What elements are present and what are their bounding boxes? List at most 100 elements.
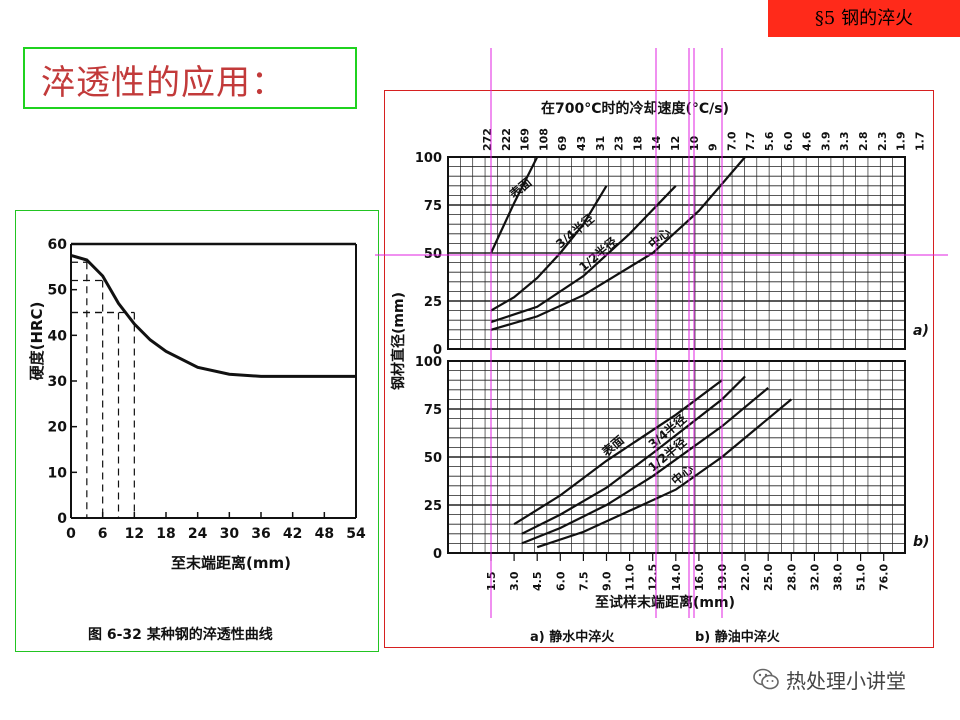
x-axis-label: 至末端距离(mm)	[171, 554, 291, 572]
bottom-tick-label: 3.0	[508, 571, 521, 591]
top-tick-label: 222	[500, 128, 513, 151]
x-tick-label: 0	[66, 526, 76, 542]
bottom-tick-label: 7.5	[577, 572, 590, 592]
y-tick-label: 75	[424, 199, 442, 214]
hardenability-chart: 0 6 12 18 24 30 36 42 48 54 0 10 20 30 40 50 60 至末端距离(mm…	[28, 237, 366, 643]
top-tick-label: 31	[594, 136, 607, 151]
panel-a-tag: a)	[913, 323, 929, 339]
y-tick-label: 60	[48, 237, 68, 253]
y-tick-label: 0	[433, 343, 442, 358]
top-axis-ticks: 272 222 169 108 69 43 31 23 18 14 12 10 9 7.0 7.7 5.6 6.…	[481, 128, 926, 151]
bottom-tick-label: 11.0	[624, 564, 637, 591]
x-tick-label: 6	[98, 526, 108, 542]
bottom-tick-label: 28.0	[785, 564, 798, 591]
curve-label-half: 1/2半径	[576, 234, 620, 274]
panel-b-tag: b)	[913, 534, 929, 550]
curve-three_quarter	[490, 185, 608, 312]
y-tick-label: 40	[48, 328, 68, 344]
y-tick-label: 30	[48, 374, 68, 390]
top-tick-label: 10	[688, 135, 701, 151]
curve-three_quarter	[521, 375, 746, 535]
y-tick-label: 75	[424, 403, 442, 418]
curve-surface	[513, 379, 723, 526]
watermark: 热处理小讲堂	[752, 665, 906, 693]
top-tick-label: 7.7	[744, 132, 757, 152]
diameter-chart-figure: 在700°C时的冷却速度(°C/s) 272 222 169 108 69 43 31 23 1…	[384, 90, 934, 648]
x-tick-label: 54	[346, 526, 366, 542]
top-tick-label: 12	[669, 136, 682, 151]
top-tick-label: 4.6	[801, 131, 814, 151]
curve-surface	[490, 156, 539, 254]
y-tick-label: 50	[424, 247, 442, 262]
bottom-tick-label: 76.0	[878, 564, 891, 591]
top-tick-label: 2.8	[857, 132, 870, 152]
y-tick-label: 50	[424, 451, 442, 466]
y-tick-label: 50	[48, 283, 68, 299]
tick-labels: 0 6 12 18 24 30 36 42 48 54 0 10 20 30 40 50 60	[48, 237, 366, 542]
bottom-tick-label: 25.0	[762, 564, 775, 591]
slide-title: 淬透性的应用：	[41, 63, 286, 103]
x-tick-label: 42	[283, 526, 302, 542]
top-tick-label: 2.3	[876, 132, 889, 152]
figure-caption: 图 6-32 某种钢的淬透性曲线	[88, 626, 273, 643]
panel-b-grid	[447, 360, 906, 554]
top-tick-label: 9	[707, 143, 720, 151]
diameter-chart: 在700°C时的冷却速度(°C/s) 272 222 169 108 69 43 31 23 1…	[390, 100, 929, 645]
bottom-tick-label: 51.0	[855, 564, 868, 591]
bottom-tick-label: 1.5	[485, 572, 498, 592]
panel-a-frame	[447, 156, 906, 350]
top-tick-label: 43	[575, 136, 588, 151]
section-tag: §5 钢的淬火	[768, 0, 960, 37]
bottom-tick-label: 12.5	[647, 564, 660, 591]
top-tick-label: 1.7	[913, 132, 926, 152]
hardenability-figure: 0 6 12 18 24 30 36 42 48 54 0 10 20 30 40 50 60 至末端距离(mm…	[15, 210, 379, 652]
top-tick-label: 14	[650, 135, 663, 151]
y-tick-label: 25	[424, 295, 442, 310]
top-tick-label: 23	[613, 136, 626, 151]
bottom-tick-label: 19.0	[716, 564, 729, 591]
top-tick-label: 169	[519, 128, 532, 151]
curve-half	[490, 185, 677, 324]
hardness-curve	[70, 253, 356, 378]
bottom-tick-label: 6.0	[554, 571, 567, 591]
caption-oil-quench: b) 静油中淬火	[695, 629, 781, 645]
curve-center	[490, 156, 746, 331]
top-tick-label: 1.9	[895, 132, 908, 152]
top-tick-label: 3.9	[819, 132, 832, 152]
wechat-icon	[753, 668, 779, 690]
x-tick-label: 30	[220, 526, 240, 542]
bottom-axis-title: 至试样末端距离(mm)	[595, 594, 735, 611]
top-axis-title: 在700°C时的冷却速度(°C/s)	[541, 100, 729, 117]
x-tick-label: 36	[251, 526, 270, 542]
curve-label-center: 中心	[668, 461, 696, 488]
top-tick-label: 272	[481, 128, 494, 151]
y-axis-label: 钢材直径(mm)	[390, 292, 407, 390]
bottom-tick-label: 32.0	[808, 564, 821, 591]
title-box: 淬透性的应用：	[23, 47, 357, 109]
panel-b-frame	[447, 360, 906, 554]
x-tick-label: 18	[156, 526, 175, 542]
x-tick-label: 48	[315, 526, 334, 542]
chart-grid	[70, 242, 357, 519]
y-tick-label: 100	[415, 355, 442, 370]
bottom-tick-label: 4.5	[531, 572, 544, 592]
hardness-dashed-guides	[71, 261, 135, 518]
curve-center	[536, 398, 793, 549]
top-tick-label: 5.6	[763, 131, 776, 151]
bottom-tick-label: 22.0	[739, 564, 752, 591]
bottom-tick-label: 16.0	[693, 564, 706, 591]
curve-label-surface: 表面	[598, 432, 627, 460]
bottom-axis-ticks: 1.5 3.0 4.5 6.0 7.5 9.0 11.0 12.5 14.0 16.0 19.0 22…	[485, 553, 891, 591]
y-axis-label: 硬度(HRC)	[28, 302, 46, 381]
bottom-tick-label: 38.0	[832, 564, 845, 591]
top-tick-label: 6.0	[782, 131, 795, 151]
top-tick-label: 18	[631, 136, 644, 151]
y-tick-label: 10	[48, 465, 68, 481]
y-tick-label: 20	[48, 420, 68, 436]
x-tick-label: 24	[188, 526, 208, 542]
curve-label-center: 中心	[645, 224, 673, 251]
curve-half	[521, 387, 769, 545]
y-tick-label: 25	[424, 499, 442, 514]
x-tick-label: 12	[125, 526, 144, 542]
